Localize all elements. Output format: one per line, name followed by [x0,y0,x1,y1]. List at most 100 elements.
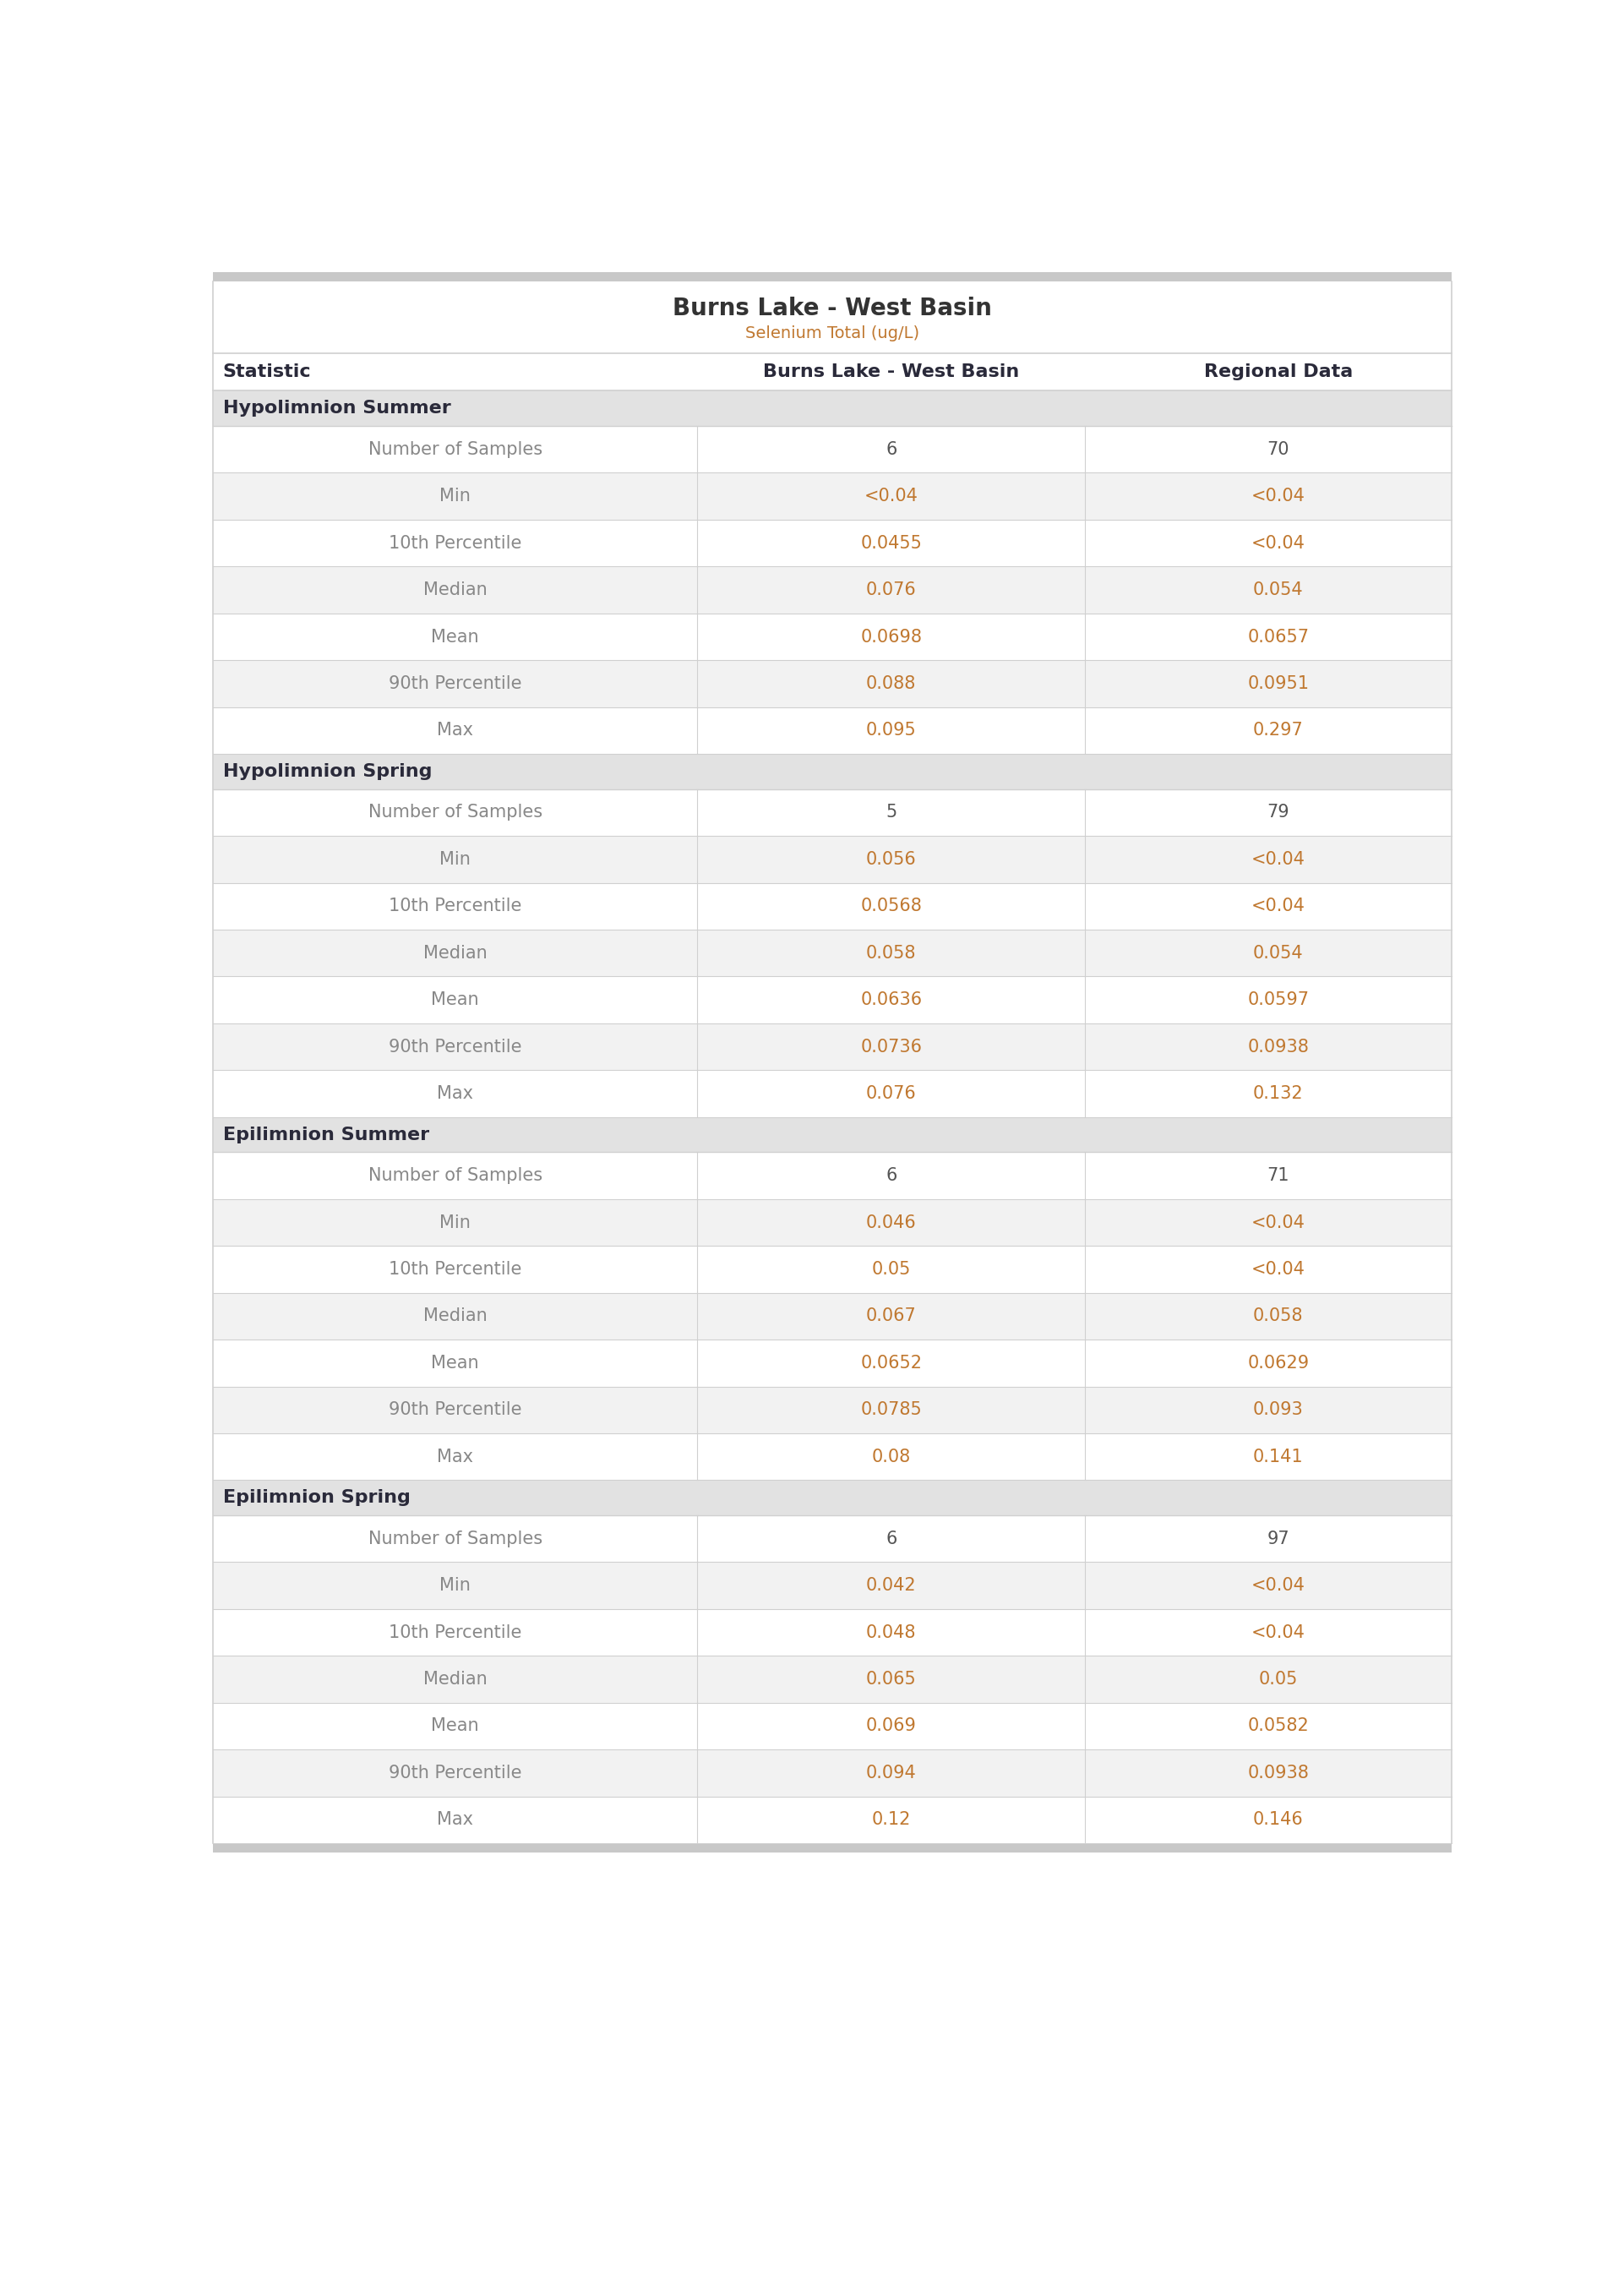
Text: 10th Percentile: 10th Percentile [388,536,521,552]
Text: 6: 6 [885,1167,896,1185]
Text: 0.058: 0.058 [866,944,916,962]
Text: Median: Median [424,1671,487,1689]
Text: 0.141: 0.141 [1254,1448,1304,1464]
Bar [213,976,1452,1024]
Text: Max: Max [437,1811,473,1827]
Text: 0.0455: 0.0455 [861,536,922,552]
Text: 10th Percentile: 10th Percentile [388,1623,521,1641]
Text: 0.095: 0.095 [866,722,916,740]
Text: Hypolimnion Summer: Hypolimnion Summer [222,400,451,418]
Text: 0.12: 0.12 [872,1811,911,1827]
Text: 0.046: 0.046 [866,1214,916,1230]
Text: 0.0652: 0.0652 [861,1355,922,1371]
Text: 0.065: 0.065 [866,1671,916,1689]
Text: 0.076: 0.076 [866,581,916,599]
Bar [213,883,1452,931]
Text: Mean: Mean [432,629,479,645]
Text: 6: 6 [885,440,896,459]
Bar [213,1339,1452,1387]
Text: Mean: Mean [432,1718,479,1734]
Bar [213,1516,1452,1562]
Text: Regional Data: Regional Data [1203,363,1353,381]
Text: Selenium Total (ug/L): Selenium Total (ug/L) [745,325,919,340]
Text: Min: Min [440,488,471,504]
Text: Median: Median [424,944,487,962]
Text: Max: Max [437,1085,473,1103]
Bar [213,1796,1452,1843]
Bar [213,472,1452,520]
Text: Number of Samples: Number of Samples [369,1530,542,1548]
Text: 0.0698: 0.0698 [861,629,922,645]
Text: 10th Percentile: 10th Percentile [388,1260,521,1278]
Bar [213,281,1452,354]
Text: 0.0582: 0.0582 [1247,1718,1309,1734]
Text: 0.0657: 0.0657 [1247,629,1309,645]
Text: 0.088: 0.088 [866,674,916,692]
Text: Mean: Mean [432,1355,479,1371]
Text: 0.094: 0.094 [866,1764,916,1782]
Text: 0.067: 0.067 [866,1308,916,1326]
Text: 5: 5 [885,804,896,822]
Text: Number of Samples: Number of Samples [369,1167,542,1185]
Bar [213,613,1452,661]
Text: 0.048: 0.048 [866,1623,916,1641]
Text: <0.04: <0.04 [864,488,918,504]
Text: <0.04: <0.04 [1250,1578,1306,1594]
Text: 90th Percentile: 90th Percentile [388,1764,521,1782]
Bar [213,1069,1452,1117]
Text: 90th Percentile: 90th Percentile [388,1401,521,1419]
Bar [213,1750,1452,1796]
Text: 0.0636: 0.0636 [861,992,922,1008]
Text: 0.0951: 0.0951 [1247,674,1309,692]
Bar [213,272,1452,281]
Text: <0.04: <0.04 [1250,897,1306,915]
Text: 0.0938: 0.0938 [1247,1037,1309,1056]
Bar [213,1294,1452,1339]
Bar [213,354,1452,390]
Bar [213,568,1452,613]
Bar [213,835,1452,883]
Text: 0.0597: 0.0597 [1247,992,1309,1008]
Text: <0.04: <0.04 [1250,488,1306,504]
Text: Number of Samples: Number of Samples [369,804,542,822]
Text: 90th Percentile: 90th Percentile [388,674,521,692]
Text: 0.058: 0.058 [1254,1308,1304,1326]
Bar [213,1153,1452,1199]
Bar [213,520,1452,568]
Text: Burns Lake - West Basin: Burns Lake - West Basin [672,297,992,320]
Text: Mean: Mean [432,992,479,1008]
Text: Max: Max [437,1448,473,1464]
Text: Min: Min [440,851,471,867]
Text: 0.05: 0.05 [1259,1671,1298,1689]
Text: 0.0736: 0.0736 [861,1037,922,1056]
Bar [213,427,1452,472]
Text: Epilimnion Summer: Epilimnion Summer [222,1126,429,1144]
Bar [213,1199,1452,1246]
Bar [213,931,1452,976]
Text: 0.297: 0.297 [1254,722,1304,740]
Text: 0.056: 0.056 [866,851,916,867]
Text: 0.076: 0.076 [866,1085,916,1103]
Text: 10th Percentile: 10th Percentile [388,897,521,915]
Text: Max: Max [437,722,473,740]
Bar [213,661,1452,706]
Text: 0.069: 0.069 [866,1718,916,1734]
Text: 0.054: 0.054 [1254,581,1304,599]
Text: 70: 70 [1267,440,1289,459]
Text: 0.054: 0.054 [1254,944,1304,962]
Bar [213,1562,1452,1609]
Bar [213,1702,1452,1750]
Text: Hypolimnion Spring: Hypolimnion Spring [222,763,432,781]
Text: Median: Median [424,581,487,599]
Bar [213,1655,1452,1702]
Bar [213,1432,1452,1480]
Bar [213,390,1452,427]
Bar [213,1843,1452,1852]
Text: Min: Min [440,1578,471,1594]
Text: 0.0629: 0.0629 [1247,1355,1309,1371]
Text: 90th Percentile: 90th Percentile [388,1037,521,1056]
Bar [213,706,1452,754]
Text: Epilimnion Spring: Epilimnion Spring [222,1489,411,1507]
Text: 0.132: 0.132 [1254,1085,1304,1103]
Text: 79: 79 [1267,804,1289,822]
